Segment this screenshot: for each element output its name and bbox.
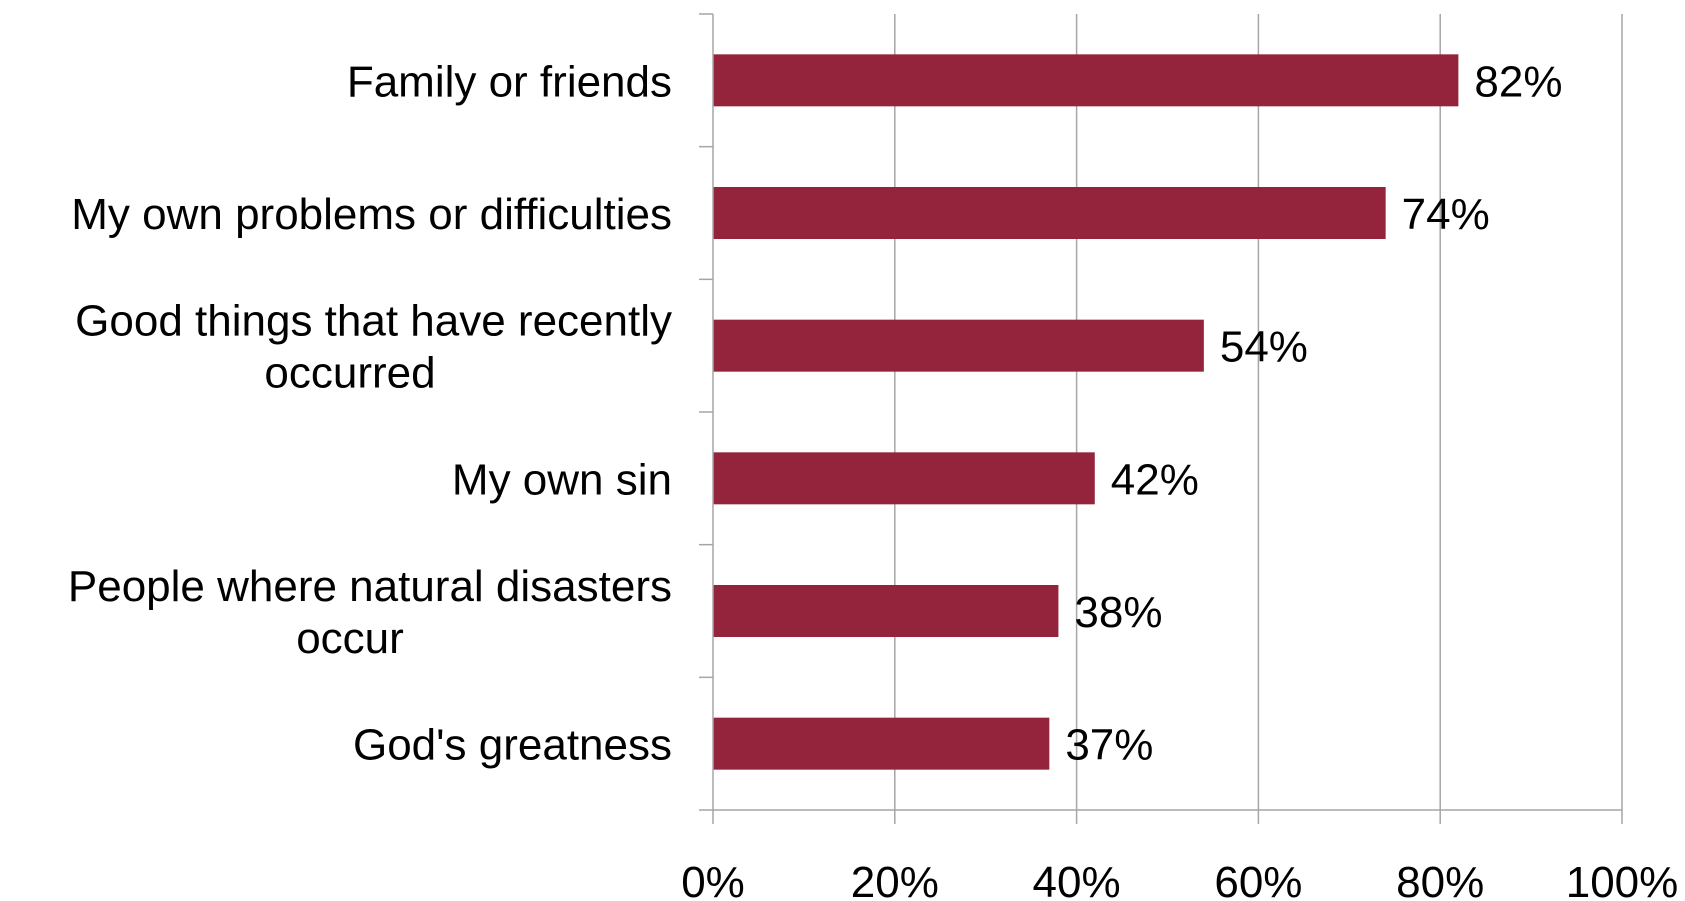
x-tick-label-3: 60% (1214, 858, 1302, 901)
category-label-1: My own problems or difficulties (71, 190, 672, 239)
data-label-3: 42% (1111, 455, 1199, 504)
bar-4 (713, 585, 1059, 637)
x-tick-label-2: 40% (1033, 858, 1121, 901)
bar-5 (713, 717, 1050, 770)
bar-2 (713, 319, 1204, 372)
data-label-5: 37% (1065, 721, 1153, 770)
category-label-4: People where natural disasters occur (68, 562, 672, 663)
bar-3 (713, 452, 1095, 505)
axes (699, 13, 1623, 824)
bar-0 (713, 54, 1459, 107)
category-label-3: My own sin (452, 455, 672, 504)
category-label-5: God's greatness (353, 721, 672, 770)
x-tick-label-4: 80% (1396, 858, 1484, 901)
data-label-1: 74% (1402, 190, 1490, 239)
labels: 82% 74% 54% 42% 38% 37% Family or friends My ow… (68, 57, 1678, 901)
gridlines (894, 14, 1623, 810)
bar-1 (713, 187, 1386, 239)
category-label-2: Good things that have recently occurred (75, 297, 672, 398)
data-label-0: 82% (1474, 57, 1562, 106)
x-tick-label-1: 20% (851, 858, 939, 901)
bars (713, 54, 1459, 770)
x-tick-label-0: 0% (681, 858, 745, 901)
data-label-2: 54% (1220, 323, 1308, 372)
data-label-4: 38% (1074, 588, 1162, 637)
category-label-0: Family or friends (347, 57, 672, 106)
x-tick-label-5: 100% (1566, 858, 1679, 901)
